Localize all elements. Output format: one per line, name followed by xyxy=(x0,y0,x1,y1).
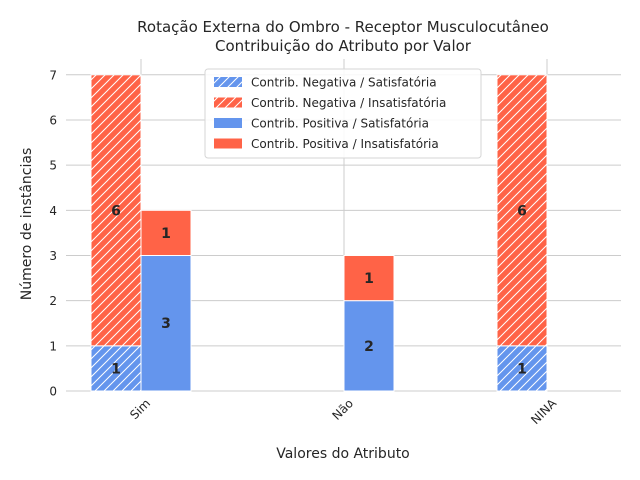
bar-value-label: 6 xyxy=(111,203,121,219)
bar-value-label: 2 xyxy=(364,339,374,355)
bar-segment xyxy=(343,254,395,302)
x-tick-label: NINA xyxy=(528,396,559,427)
y-tick-label: 3 xyxy=(49,249,57,263)
legend-frame xyxy=(204,68,482,159)
legend-entry: Contrib. Negativa / Insatisfatória xyxy=(251,96,446,110)
bar-value-label: 1 xyxy=(517,361,527,377)
bar-segment xyxy=(140,254,192,392)
y-tick-label: 7 xyxy=(49,68,57,82)
bar-value-label: 1 xyxy=(364,271,374,287)
legend: Contrib. Negativa / Satisfatória Contrib.… xyxy=(204,68,482,159)
chart-title-line2: Contribuição do Atributo por Valor xyxy=(215,37,472,55)
bar-hatch xyxy=(497,345,547,391)
bar-hatch xyxy=(91,74,141,346)
legend-entry: Contrib. Negativa / Satisfatória xyxy=(251,76,437,90)
legend-swatch-hatch xyxy=(214,77,242,87)
bar-labels: 1 6 1 6 3 1 2 1 xyxy=(111,203,527,377)
legend-entry: Contrib. Positiva / Satisfatória xyxy=(251,117,429,131)
bar-value-label: 1 xyxy=(161,226,171,242)
legend-swatch xyxy=(214,118,242,128)
x-tick-label: Não xyxy=(329,396,356,423)
bar-hatch xyxy=(91,345,141,391)
y-tick-label: 4 xyxy=(49,204,57,218)
x-axis-label: Valores do Atributo xyxy=(276,446,410,462)
y-tick-label: 5 xyxy=(49,159,57,173)
bar-value-label: 3 xyxy=(161,316,171,332)
bar-value-label: 1 xyxy=(111,361,121,377)
y-axis-label: Número de instâncias xyxy=(19,148,35,300)
bar-value-label: 6 xyxy=(517,203,527,219)
bar-segment xyxy=(343,300,395,392)
bar-hatch xyxy=(497,74,547,346)
x-tick-label: Sim xyxy=(127,396,153,422)
bar-segment xyxy=(140,209,192,256)
legend-swatch-hatch xyxy=(214,97,242,108)
legend-entry: Contrib. Positiva / Insatisfatória xyxy=(251,137,439,151)
bars xyxy=(90,74,548,392)
chart-title-line1: Rotação Externa do Ombro - Receptor Musc… xyxy=(137,18,549,36)
y-tick-label: 2 xyxy=(49,294,57,308)
legend-swatch xyxy=(214,138,242,149)
y-tick-label: 1 xyxy=(49,339,57,353)
y-tick-label: 6 xyxy=(49,113,57,127)
y-tick-label: 0 xyxy=(49,385,57,399)
